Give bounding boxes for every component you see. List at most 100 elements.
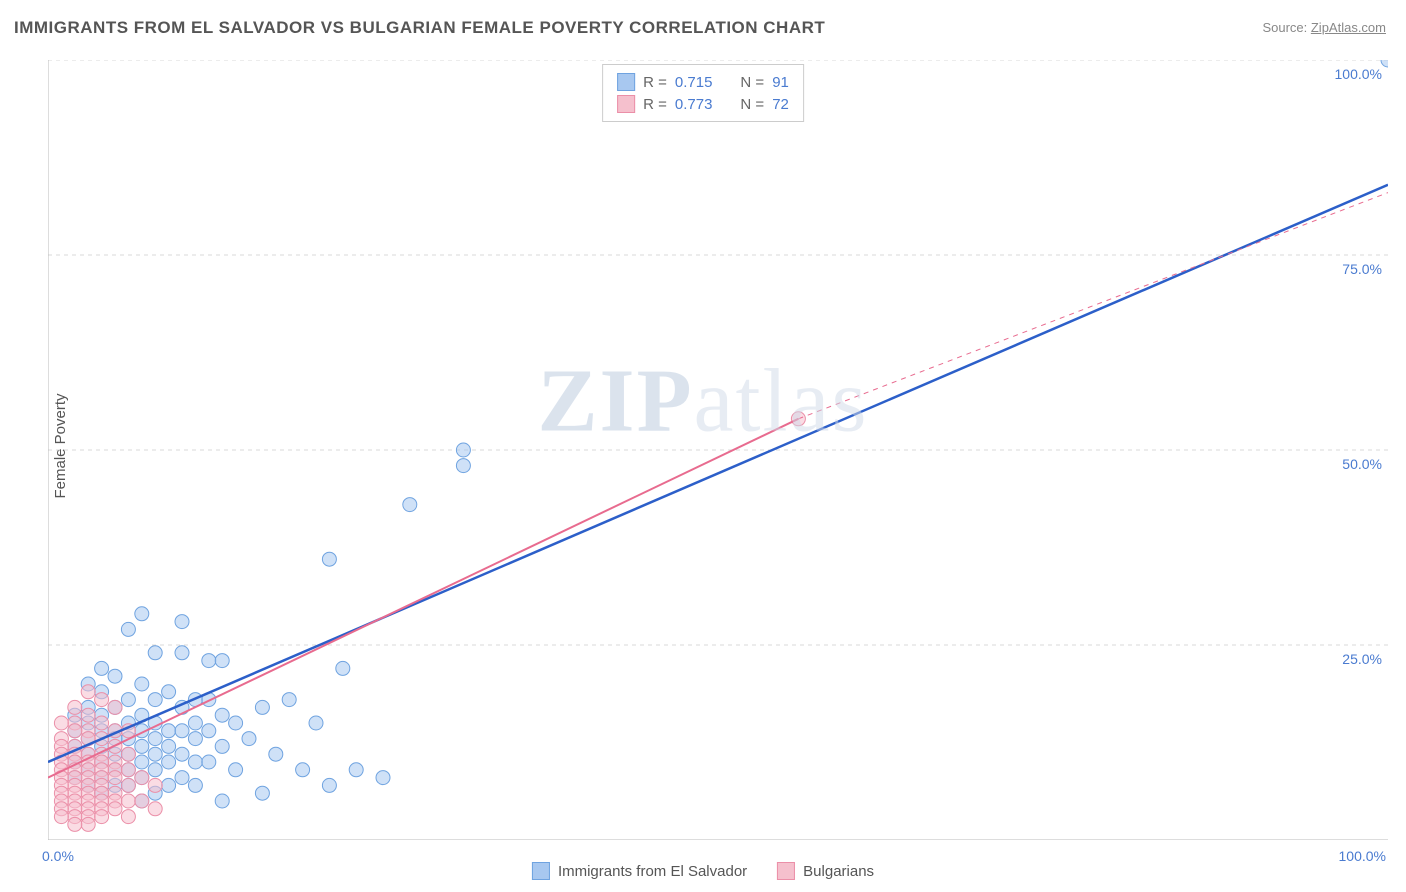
data-point — [215, 794, 229, 808]
chart-title: IMMIGRANTS FROM EL SALVADOR VS BULGARIAN… — [14, 18, 825, 38]
data-point — [188, 778, 202, 792]
data-point — [202, 724, 216, 738]
data-point — [202, 755, 216, 769]
legend-swatch — [532, 862, 550, 880]
data-point — [135, 755, 149, 769]
legend-r-value: 0.773 — [675, 96, 713, 113]
data-point — [148, 732, 162, 746]
source-citation: Source: ZipAtlas.com — [1262, 20, 1386, 35]
data-point — [229, 716, 243, 730]
y-tick-label: 25.0% — [1342, 651, 1382, 667]
x-tick-label-min: 0.0% — [42, 848, 74, 864]
legend-swatch — [617, 95, 635, 113]
legend-r-label: R = — [643, 96, 667, 113]
data-point — [255, 786, 269, 800]
data-point — [95, 810, 109, 824]
data-point — [162, 755, 176, 769]
legend-correlation-row: R = 0.715 N = 91 — [617, 71, 789, 93]
data-point — [175, 747, 189, 761]
data-point — [54, 810, 68, 824]
data-point — [242, 732, 256, 746]
data-point — [148, 646, 162, 660]
data-point — [456, 459, 470, 473]
legend-n-label: N = — [740, 96, 764, 113]
legend-correlation-row: R = 0.773 N = 72 — [617, 93, 789, 115]
data-point — [121, 693, 135, 707]
legend-n-label: N = — [740, 74, 764, 91]
data-point — [108, 700, 122, 714]
data-point — [188, 716, 202, 730]
data-point — [148, 778, 162, 792]
data-point — [162, 724, 176, 738]
legend-r-label: R = — [643, 74, 667, 91]
regression-line-dashed — [798, 193, 1388, 419]
data-point — [1381, 60, 1388, 67]
regression-line — [48, 419, 798, 778]
data-point — [175, 724, 189, 738]
data-point — [135, 794, 149, 808]
data-point — [296, 763, 310, 777]
data-point — [175, 646, 189, 660]
legend-series-item: Immigrants from El Salvador — [532, 862, 747, 880]
data-point — [121, 763, 135, 777]
chart-container: IMMIGRANTS FROM EL SALVADOR VS BULGARIAN… — [0, 0, 1406, 892]
data-point — [215, 708, 229, 722]
legend-correlation: R = 0.715 N = 91 R = 0.773 N = 72 — [602, 64, 804, 122]
data-point — [162, 739, 176, 753]
data-point — [68, 700, 82, 714]
data-point — [81, 817, 95, 831]
data-point — [108, 802, 122, 816]
legend-n-value: 72 — [772, 96, 789, 113]
data-point — [202, 654, 216, 668]
data-point — [81, 685, 95, 699]
data-point — [135, 739, 149, 753]
data-point — [54, 716, 68, 730]
data-point — [376, 771, 390, 785]
legend-r-value: 0.715 — [675, 74, 713, 91]
data-point — [215, 739, 229, 753]
data-point — [229, 763, 243, 777]
data-point — [95, 693, 109, 707]
data-point — [148, 693, 162, 707]
data-point — [95, 716, 109, 730]
data-point — [68, 817, 82, 831]
data-point — [148, 763, 162, 777]
data-point — [255, 700, 269, 714]
data-point — [309, 716, 323, 730]
data-point — [121, 622, 135, 636]
legend-series-item: Bulgarians — [777, 862, 874, 880]
legend-series-name: Immigrants from El Salvador — [558, 863, 747, 880]
data-point — [456, 443, 470, 457]
data-point — [135, 677, 149, 691]
legend-swatch — [777, 862, 795, 880]
data-point — [175, 771, 189, 785]
data-point — [135, 607, 149, 621]
data-point — [175, 615, 189, 629]
x-tick-label-max: 100.0% — [1339, 848, 1386, 864]
data-point — [121, 810, 135, 824]
data-point — [282, 693, 296, 707]
data-point — [121, 747, 135, 761]
data-point — [81, 708, 95, 722]
legend-series-name: Bulgarians — [803, 863, 874, 880]
source-link[interactable]: ZipAtlas.com — [1311, 20, 1386, 35]
plot-area — [48, 60, 1388, 840]
legend-series: Immigrants from El Salvador Bulgarians — [532, 862, 874, 880]
data-point — [349, 763, 363, 777]
source-prefix: Source: — [1262, 20, 1310, 35]
data-point — [148, 747, 162, 761]
data-point — [215, 654, 229, 668]
data-point — [322, 778, 336, 792]
data-point — [322, 552, 336, 566]
legend-swatch — [617, 73, 635, 91]
data-point — [121, 794, 135, 808]
data-point — [148, 802, 162, 816]
data-point — [403, 498, 417, 512]
data-point — [336, 661, 350, 675]
data-point — [68, 724, 82, 738]
y-tick-label: 75.0% — [1342, 261, 1382, 277]
y-tick-label: 100.0% — [1335, 66, 1382, 82]
data-point — [188, 732, 202, 746]
data-point — [269, 747, 283, 761]
data-point — [135, 771, 149, 785]
